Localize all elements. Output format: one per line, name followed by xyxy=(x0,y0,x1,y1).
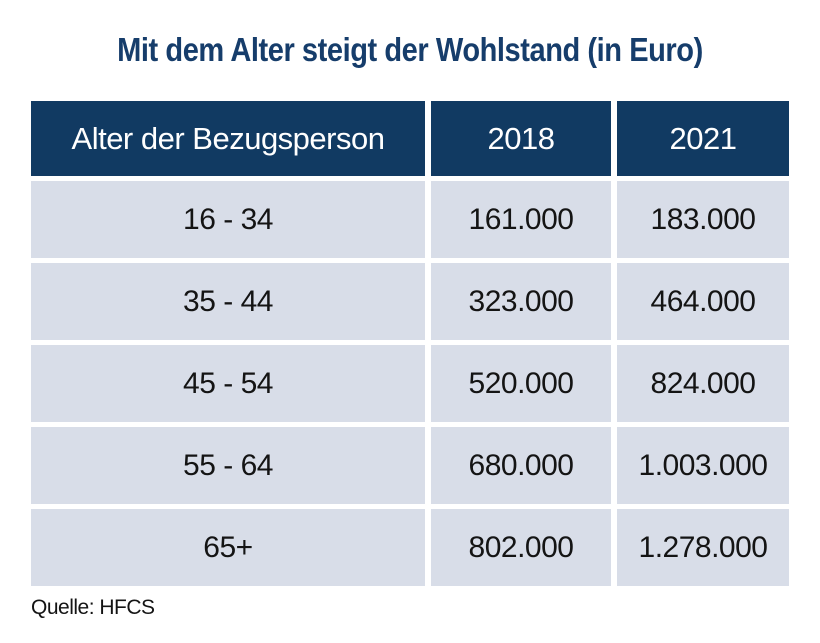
table-cell-age-row2: 35 - 44 xyxy=(31,263,425,340)
table-cell-age-row3: 45 - 54 xyxy=(31,345,425,422)
wealth-table: Alter der Bezugsperson 2018 2021 16 - 34… xyxy=(31,101,789,586)
table-cell-2021-row2: 464.000 xyxy=(617,263,789,340)
column-header-2018: 2018 xyxy=(431,101,611,176)
source-note: Quelle: HFCS xyxy=(31,596,155,619)
table-cell-2021-row5: 1.278.000 xyxy=(617,509,789,586)
table-cell-2021-row3: 824.000 xyxy=(617,345,789,422)
table-cell-age-row4: 55 - 64 xyxy=(31,427,425,504)
table-cell-age-row5: 65+ xyxy=(31,509,425,586)
table-cell-2018-row3: 520.000 xyxy=(431,345,611,422)
table-cell-2018-row5: 802.000 xyxy=(431,509,611,586)
table-cell-2018-row4: 680.000 xyxy=(431,427,611,504)
table-cell-2018-row1: 161.000 xyxy=(431,181,611,258)
column-header-2021: 2021 xyxy=(617,101,789,176)
table-cell-2021-row4: 1.003.000 xyxy=(617,427,789,504)
table-cell-age-row1: 16 - 34 xyxy=(31,181,425,258)
column-header-age-group: Alter der Bezugsperson xyxy=(31,101,425,176)
table-cell-2018-row2: 323.000 xyxy=(431,263,611,340)
page-title: Mit dem Alter steigt der Wohlstand (in E… xyxy=(117,31,703,68)
table-cell-2021-row1: 183.000 xyxy=(617,181,789,258)
